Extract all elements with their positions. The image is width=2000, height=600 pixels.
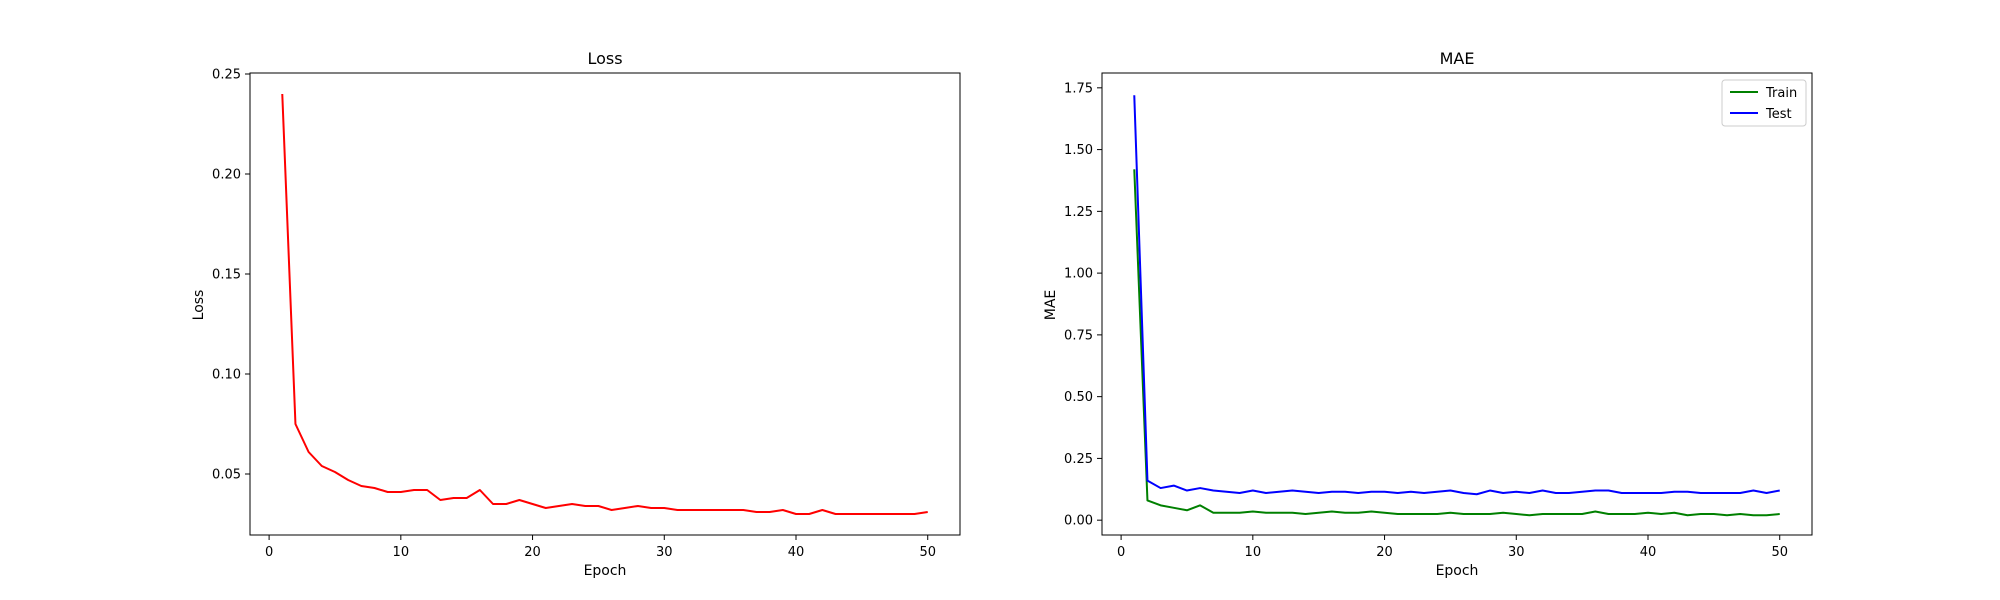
loss-x-ticks: 0 10 20 30 40 50 (265, 535, 936, 560)
loss-y-tick-label: 0.05 (212, 468, 241, 483)
loss-axes-frame (249, 72, 961, 536)
mae-x-tick-label: 10 (1245, 545, 1262, 560)
mae-y-ticks: 0.00 0.25 0.50 0.75 1.00 1.25 1.50 1.75 (1064, 81, 1102, 529)
mae-chart-title: MAE (1440, 49, 1475, 68)
mae-panel: MAE 0 10 20 30 40 50 0.00 0.25 0.50 0.75 1.00 1.25… (1043, 49, 1813, 579)
loss-x-tick-label: 10 (393, 545, 410, 560)
loss-y-tick-label: 0.25 (212, 68, 241, 83)
loss-y-axis-label: Loss (191, 290, 207, 321)
loss-x-tick-label: 0 (265, 545, 273, 560)
mae-y-tick-label: 1.25 (1064, 205, 1093, 220)
mae-x-tick-label: 40 (1640, 545, 1657, 560)
legend-label-train: Train (1765, 86, 1797, 101)
loss-y-tick-label: 0.10 (212, 368, 241, 383)
loss-y-tick-label: 0.20 (212, 168, 241, 183)
mae-x-tick-label: 0 (1117, 545, 1125, 560)
mae-y-tick-label: 1.75 (1064, 81, 1093, 96)
loss-y-ticks: 0.05 0.10 0.15 0.20 0.25 (212, 68, 250, 483)
mae-y-tick-label: 0.75 (1064, 328, 1093, 343)
loss-plot-content (281, 93, 928, 515)
loss-x-tick-label: 20 (524, 545, 541, 560)
mae-y-tick-label: 0.25 (1064, 452, 1093, 467)
mae-axes-frame (1101, 72, 1813, 536)
loss-x-tick-label: 40 (788, 545, 805, 560)
test-series-line (1133, 95, 1780, 496)
mae-y-tick-label: 0.50 (1064, 390, 1093, 405)
loss-panel: Loss 0 10 20 30 40 50 0.05 0.10 0.15 0.20 0.25 Ep… (191, 49, 961, 579)
mae-y-tick-label: 1.00 (1064, 267, 1093, 282)
mae-legend: Train Test (1721, 79, 1807, 127)
mae-plot-content (1133, 95, 1780, 517)
mae-y-axis-label: MAE (1043, 290, 1059, 321)
mae-y-tick-label: 1.50 (1064, 143, 1093, 158)
mae-x-ticks: 0 10 20 30 40 50 (1117, 535, 1788, 560)
loss-x-tick-label: 50 (919, 545, 936, 560)
mae-y-tick-label: 0.00 (1064, 514, 1093, 529)
mae-x-tick-label: 20 (1376, 545, 1393, 560)
loss-x-axis-label: Epoch (584, 563, 627, 579)
legend-label-test: Test (1765, 107, 1792, 122)
mae-x-axis-label: Epoch (1436, 563, 1479, 579)
loss-series-line (281, 93, 928, 515)
mae-x-tick-label: 30 (1508, 545, 1525, 560)
train-series-line (1133, 169, 1780, 517)
loss-x-tick-label: 30 (656, 545, 673, 560)
mae-x-tick-label: 50 (1771, 545, 1788, 560)
loss-y-tick-label: 0.15 (212, 268, 241, 283)
loss-chart-title: Loss (587, 49, 622, 68)
